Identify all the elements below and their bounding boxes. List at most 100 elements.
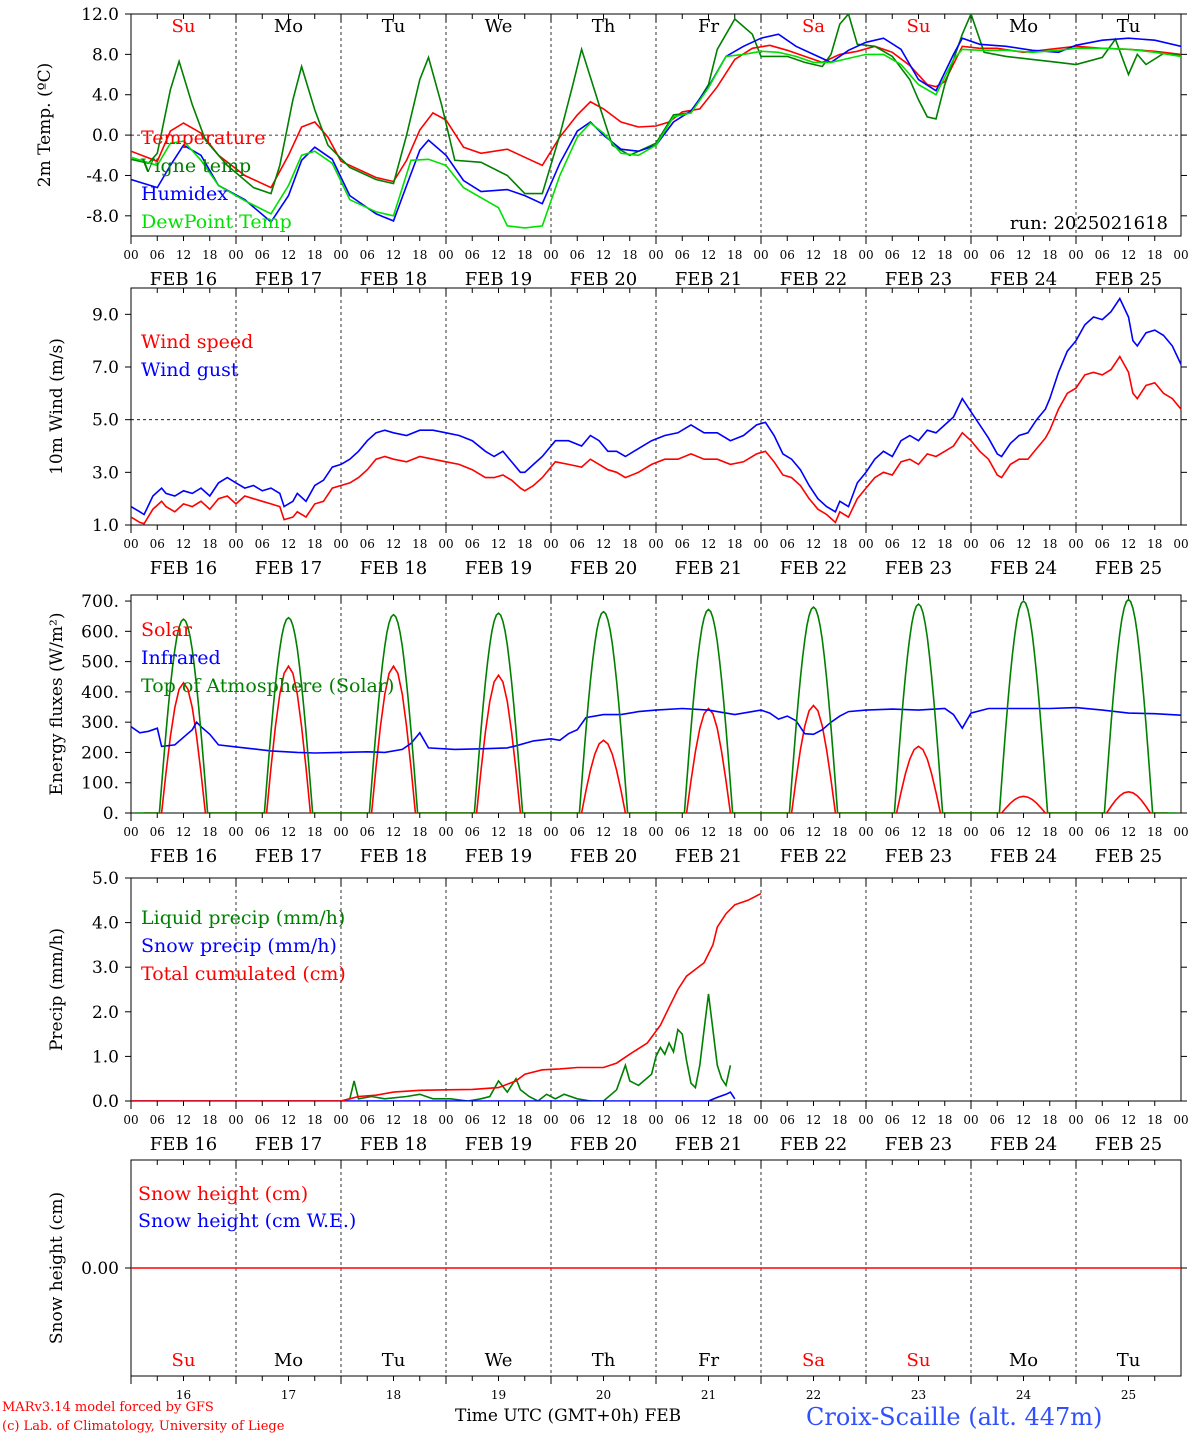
date-label: FEB 25 bbox=[1095, 846, 1162, 867]
day-name: Fr bbox=[698, 16, 719, 37]
hour-tick-label: 12 bbox=[281, 537, 296, 551]
panel-1: -8.0 -4.0 0.0 4.0 8.0 12.0 2m Temp. (ºC) 00 06 12… bbox=[35, 5, 1189, 290]
hour-tick-label: 18 bbox=[202, 537, 217, 551]
date-label: FEB 22 bbox=[780, 269, 847, 290]
day-name: Sa bbox=[802, 1350, 825, 1371]
series-line-1 bbox=[144, 664, 1168, 813]
hour-tick-label: 12 bbox=[701, 1113, 716, 1127]
panel-5: 0.00 Snow height (cm) Snow height (cm) Snow… bbox=[47, 1159, 1187, 1402]
hour-tick-label: 00 bbox=[648, 1113, 663, 1127]
hour-tick-label: 12 bbox=[806, 825, 821, 839]
hour-tick-label: 00 bbox=[753, 248, 768, 262]
hour-tick-label: 12 bbox=[1121, 1113, 1136, 1127]
y-tick-label: 400. bbox=[81, 683, 119, 703]
hour-tick-label: 18 bbox=[727, 248, 742, 262]
series-line-2 bbox=[131, 706, 1181, 754]
hour-tick-label: 18 bbox=[517, 248, 532, 262]
hour-tick-label: 06 bbox=[255, 537, 270, 551]
y-tick-label: 3.0 bbox=[92, 463, 119, 483]
hour-tick-label: 06 bbox=[570, 825, 585, 839]
day-name: Tu bbox=[1117, 16, 1141, 37]
day-name: Sa bbox=[802, 16, 825, 37]
hour-tick-label: 12 bbox=[1121, 248, 1136, 262]
hour-tick-label: 12 bbox=[491, 1113, 506, 1127]
hour-tick-label: 18 bbox=[622, 248, 637, 262]
hour-tick-label: 06 bbox=[990, 537, 1005, 551]
hour-tick-label: 18 bbox=[1042, 537, 1057, 551]
hour-tick-label: 06 bbox=[360, 537, 375, 551]
date-label: FEB 20 bbox=[570, 846, 637, 867]
hour-tick-label: 00 bbox=[123, 825, 138, 839]
legend-entry: Humidex bbox=[141, 183, 228, 205]
y-axis-label: Energy fluxes (W/m²) bbox=[47, 613, 67, 796]
day-number: 24 bbox=[1016, 1388, 1032, 1402]
hour-tick-label: 06 bbox=[780, 248, 795, 262]
hour-tick-label: 00 bbox=[753, 537, 768, 551]
hour-tick-label: 06 bbox=[465, 537, 480, 551]
run-label: run: 2025021618 bbox=[1010, 213, 1168, 234]
hour-tick-label: 00 bbox=[333, 537, 348, 551]
legend-entry: Wind speed bbox=[141, 331, 253, 353]
date-label: FEB 21 bbox=[675, 269, 742, 290]
panel-2: 1.0 3.0 5.0 7.0 9.0 10m Wind (m/s) 00 06 12 18 FEB… bbox=[47, 287, 1189, 579]
hour-tick-label: 00 bbox=[123, 248, 138, 262]
date-label: FEB 24 bbox=[990, 269, 1057, 290]
y-tick-label: 4.0 bbox=[92, 86, 119, 106]
y-tick-label: 300. bbox=[81, 713, 119, 733]
date-label: FEB 23 bbox=[885, 1134, 952, 1155]
date-label: FEB 19 bbox=[465, 269, 532, 290]
hour-tick-label: 00 bbox=[1068, 825, 1083, 839]
plot-area bbox=[131, 892, 762, 1101]
date-label: FEB 16 bbox=[150, 1134, 217, 1155]
y-tick-label: 0.00 bbox=[81, 1259, 119, 1279]
hour-tick-label: 18 bbox=[832, 248, 847, 262]
hour-tick-label: 12 bbox=[806, 537, 821, 551]
hour-tick-label: 12 bbox=[1016, 1113, 1031, 1127]
hour-tick-label: 00 bbox=[858, 1113, 873, 1127]
hour-tick-label: 06 bbox=[885, 825, 900, 839]
time-utc-label: Time UTC (GMT+0h) bbox=[455, 1406, 640, 1426]
day-name: Su bbox=[172, 16, 196, 37]
hour-tick-label: 00 bbox=[963, 537, 978, 551]
hour-tick-label: 18 bbox=[1147, 825, 1162, 839]
plot-frame bbox=[130, 287, 1182, 526]
panel-3: 0. 100. 200. 300. 400. 500. 600. 700. Energy flu… bbox=[47, 592, 1189, 867]
hour-tick-label: 00 bbox=[963, 248, 978, 262]
day-name: Tu bbox=[382, 1350, 406, 1371]
hour-tick-label: 00 bbox=[228, 1113, 243, 1127]
date-label: FEB 22 bbox=[780, 558, 847, 579]
y-tick-label: 500. bbox=[81, 653, 119, 673]
date-label: FEB 23 bbox=[885, 269, 952, 290]
hour-tick-label: 18 bbox=[832, 1113, 847, 1127]
hour-tick-label: 06 bbox=[780, 825, 795, 839]
date-label: FEB 19 bbox=[465, 1134, 532, 1155]
panel-4: 0.0 1.0 2.0 3.0 4.0 5.0 Precip (mm/h) 00 06 12 18 F… bbox=[47, 869, 1189, 1155]
hour-tick-label: 00 bbox=[648, 537, 663, 551]
hour-tick-label: 12 bbox=[1016, 537, 1031, 551]
hour-tick-label: 06 bbox=[675, 825, 690, 839]
hour-tick-label: 12 bbox=[491, 825, 506, 839]
hour-tick-label: 12 bbox=[701, 825, 716, 839]
day-name: Th bbox=[592, 16, 616, 37]
legend-entry: Snow height (cm) bbox=[138, 1183, 308, 1205]
hour-tick-label: 18 bbox=[307, 825, 322, 839]
hour-tick-label: 00 bbox=[753, 825, 768, 839]
y-tick-label: -4.0 bbox=[86, 166, 119, 186]
hour-tick-label: 12 bbox=[176, 537, 191, 551]
plot-area bbox=[131, 14, 1181, 229]
hour-tick-label: 18 bbox=[517, 825, 532, 839]
hour-tick-label: 06 bbox=[360, 825, 375, 839]
hour-tick-label: 06 bbox=[150, 825, 165, 839]
hour-tick-label: 06 bbox=[990, 248, 1005, 262]
y-tick-label: 3.0 bbox=[92, 958, 119, 978]
y-tick-label: 200. bbox=[81, 743, 119, 763]
legend-entry: Temperature bbox=[141, 127, 265, 149]
hour-tick-label: 18 bbox=[727, 1113, 742, 1127]
hour-tick-label: 00 bbox=[1173, 825, 1188, 839]
day-name: Tu bbox=[1117, 1350, 1141, 1371]
day-number: 22 bbox=[806, 1388, 821, 1402]
hour-tick-label: 06 bbox=[675, 248, 690, 262]
hour-tick-label: 18 bbox=[727, 825, 742, 839]
y-tick-label: 2.0 bbox=[92, 1003, 119, 1023]
